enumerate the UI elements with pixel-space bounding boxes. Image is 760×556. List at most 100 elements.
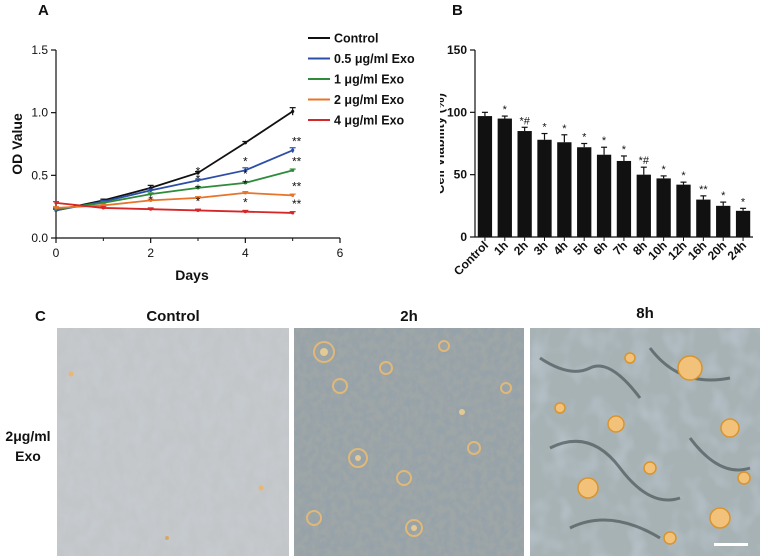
significance-mark: * [196, 164, 201, 178]
data-point [196, 186, 200, 190]
significance-mark: * [582, 132, 587, 144]
significance-mark: *# [639, 155, 650, 167]
data-point [101, 206, 105, 210]
data-point [149, 198, 153, 202]
series-line [55, 169, 293, 211]
x-tick-label: 2 [147, 246, 154, 260]
significance-mark: * [196, 172, 201, 186]
row-label-line-1: 2μg/ml [5, 428, 51, 444]
legend-label: 2 μg/ml Exo [334, 93, 405, 107]
significance-mark: * [662, 164, 667, 176]
data-point [291, 168, 295, 172]
y-axis-title: OD Value [9, 113, 25, 175]
micrograph-title-2h: 2h [400, 308, 418, 325]
data-point [291, 109, 295, 114]
bar [497, 118, 512, 237]
significance-mark: * [148, 193, 153, 207]
data-point [243, 210, 247, 214]
data-point [291, 211, 295, 215]
significance-mark: * [243, 167, 248, 181]
panel-label-a: A [38, 2, 49, 19]
bar [716, 205, 731, 237]
bar [735, 210, 751, 237]
bar-chart-cell-viability: 0 50 100 150 Cell Viability (%) Control * 1h *# 2… [440, 43, 753, 278]
micrograph-2h [294, 328, 524, 556]
y-tick-label: 50 [454, 168, 468, 182]
significance-mark: ** [699, 184, 708, 196]
scale-bar [714, 543, 748, 546]
significance-mark: * [196, 182, 201, 196]
data-point [149, 207, 153, 211]
x-axis-title: Days [175, 267, 209, 283]
panel-label-c: C [35, 308, 46, 325]
x-tick-label: 3h [531, 238, 551, 258]
micrograph-8h [530, 328, 760, 556]
bar [616, 160, 632, 237]
x-tick-label: 6h [590, 238, 610, 258]
x-tick-label: 24h [725, 238, 750, 263]
treatment-row-label: 2μg/ml Exo [0, 426, 56, 466]
data-point [196, 196, 200, 200]
significance-mark: * [562, 123, 567, 135]
micrograph-title-control: Control [146, 308, 200, 325]
y-tick-label: 150 [447, 43, 467, 57]
data-point [243, 168, 247, 172]
bar [517, 131, 532, 237]
significance-mark: ** [292, 134, 302, 148]
y-tick-label: 1.5 [31, 43, 48, 57]
data-point [243, 191, 247, 195]
y-tick-label: 0 [460, 230, 467, 244]
significance-mark: * [243, 177, 248, 191]
bar [557, 142, 572, 237]
x-tick-label: 0 [53, 246, 60, 260]
legend-label: Control [334, 32, 378, 46]
series-line [55, 191, 293, 209]
y-tick-label: 0.0 [31, 231, 48, 245]
row-label-line-2: Exo [15, 448, 41, 464]
legend-label: 4 μg/ml Exo [334, 114, 405, 128]
panel-label-b: B [452, 2, 463, 19]
significance-mark: * [622, 144, 627, 156]
significance-mark: * [741, 196, 746, 208]
legend-label: 1 μg/ml Exo [334, 73, 405, 87]
micrograph-title-8h: 8h [636, 305, 654, 322]
x-tick-label: 2h [511, 238, 531, 258]
data-point [196, 208, 200, 213]
data-point [243, 181, 247, 185]
significance-mark: ** [292, 179, 302, 193]
x-tick-label: 4 [242, 246, 249, 260]
significance-mark: * [542, 122, 547, 134]
y-tick-label: 0.5 [31, 168, 48, 182]
x-tick-label: 6 [337, 246, 344, 260]
y-axis-title: Cell Viability (%) [440, 93, 447, 194]
bar [676, 184, 691, 237]
x-tick-label: 4h [551, 238, 571, 258]
significance-mark: * [243, 196, 248, 210]
significance-mark: * [503, 104, 508, 116]
significance-mark: * [196, 194, 201, 208]
data-point [54, 201, 58, 205]
data-point [149, 188, 153, 192]
micrograph-control [57, 328, 289, 556]
data-point [291, 148, 295, 152]
bar [477, 116, 493, 237]
bar [537, 139, 552, 237]
bar [577, 147, 592, 237]
y-tick-label: 1.0 [31, 106, 48, 120]
significance-mark: ** [292, 154, 302, 168]
bar [636, 174, 651, 237]
bar [696, 199, 711, 237]
significance-mark: * [681, 170, 686, 182]
series-line [55, 110, 294, 212]
legend-label: 0.5 μg/ml Exo [334, 52, 415, 66]
x-tick-label: 1h [491, 238, 511, 258]
significance-mark: *# [519, 115, 530, 127]
data-point [196, 171, 200, 175]
bar [656, 178, 671, 237]
bar [596, 154, 612, 237]
data-point [291, 193, 295, 197]
significance-mark: * [721, 190, 726, 202]
x-tick-label: 5h [571, 238, 591, 258]
data-point [149, 192, 153, 196]
